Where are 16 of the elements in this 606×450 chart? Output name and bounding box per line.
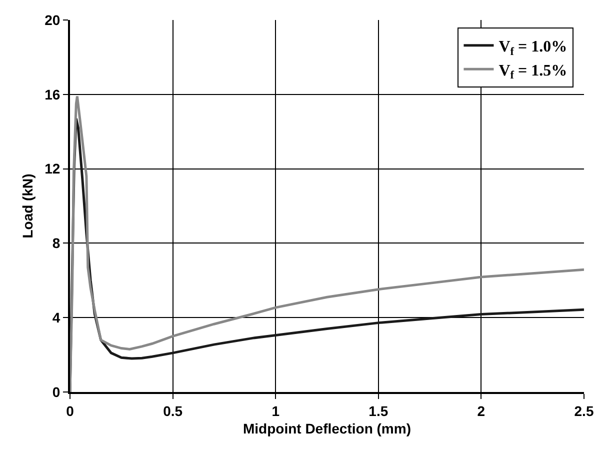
x-tick-label: 0: [66, 402, 74, 419]
x-axis-title: Midpoint Deflection (mm): [243, 420, 411, 437]
x-tick-label: 0.5: [163, 402, 183, 419]
y-tick-label: 16: [44, 86, 60, 102]
x-tick-label: 1.5: [368, 402, 388, 419]
y-tick-label: 20: [44, 12, 60, 28]
y-tick-label: 4: [52, 310, 60, 326]
y-axis-title: Load (kN): [20, 174, 36, 238]
x-tick-label: 2: [477, 402, 486, 419]
x-tick-label: 2.5: [574, 402, 594, 419]
legend-label: V$_{f}$ = 1.0%: [498, 38, 568, 58]
x-tick-label: 1: [272, 402, 280, 419]
legend-label: V$_{f}$ = 1.5%: [498, 62, 568, 82]
y-tick-label: 12: [44, 160, 60, 177]
y-tick-label: 8: [52, 235, 60, 252]
y-tick-label: 0: [52, 384, 60, 400]
